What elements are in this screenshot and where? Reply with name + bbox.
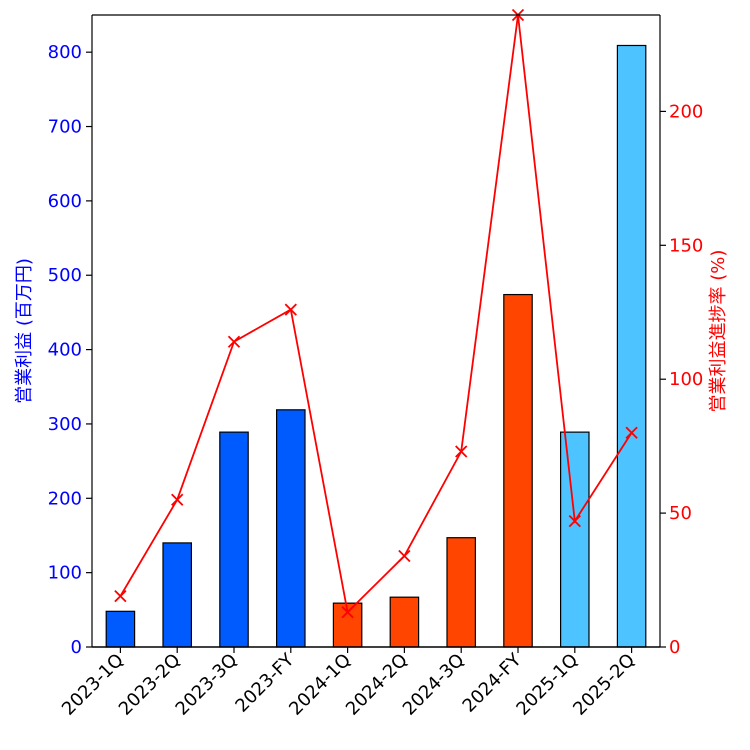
bar-2025-1Q — [559, 431, 590, 648]
progress-marker-2023-FY — [284, 303, 297, 316]
bars — [105, 44, 647, 648]
bar-2023-2Q — [162, 542, 192, 648]
bar-2024-2Q — [389, 596, 420, 648]
bar-2023-1Q — [105, 610, 136, 648]
y-left-tick-label: 100 — [48, 563, 82, 584]
bar-2024-FY — [503, 293, 533, 648]
progress-line — [119, 14, 633, 615]
bar-2025-2Q — [616, 44, 647, 648]
x-tick-label: 2023-2Q — [115, 650, 185, 720]
y-right-tick-label: 200 — [669, 101, 703, 122]
y-right-tick-label: 100 — [669, 369, 703, 390]
progress-marker-2025-1Q — [568, 514, 581, 528]
y-left-tick-label: 300 — [48, 414, 82, 435]
x-tick-label: 2024-1Q — [285, 650, 355, 720]
y-left-tick-label: 700 — [48, 117, 82, 138]
y-left-tick-label: 800 — [48, 42, 82, 63]
bar-2024-3Q — [446, 537, 476, 648]
y-axis-label-right: 営業利益進捗率 (%) — [708, 250, 729, 413]
progress-marker-2024-2Q — [398, 549, 411, 563]
y-left-tick-label: 200 — [48, 488, 82, 509]
y-left-tick-label: 400 — [48, 340, 82, 361]
progress-marker-2023-3Q — [227, 335, 241, 348]
x-tick-label: 2025-2Q — [569, 650, 639, 720]
y-right-tick-label: 50 — [669, 503, 692, 524]
y-left-tick-label: 500 — [48, 265, 82, 286]
y-right-tick-label: 150 — [669, 235, 703, 256]
y-left-tick-label: 600 — [48, 191, 82, 212]
x-tick-label: 2023-3Q — [172, 650, 242, 720]
progress-marker-2025-2Q — [625, 426, 638, 439]
progress-marker-2024-1Q — [341, 606, 354, 619]
x-tick-label: 2023-1Q — [58, 650, 128, 720]
y-axis-label-left: 営業利益 (百万円) — [14, 258, 35, 404]
progress-marker-2023-2Q — [171, 493, 184, 506]
progress-marker-2023-1Q — [114, 589, 127, 603]
x-tick-label: 2025-1Q — [512, 650, 582, 720]
x-tick-label: 2024-2Q — [342, 650, 412, 720]
axes: 0 100 200 300 400 500 600 700 800 0 50 100 150 200 202… — [48, 14, 703, 720]
bar-2023-FY — [276, 409, 306, 648]
x-tick-label: 2024-3Q — [399, 650, 469, 720]
progress-line-series — [114, 8, 638, 619]
progress-marker-2024-3Q — [455, 445, 468, 458]
bar-2023-3Q — [219, 431, 249, 648]
y-left-tick-label: 0 — [71, 637, 82, 658]
y-right-tick-label: 0 — [669, 637, 680, 658]
